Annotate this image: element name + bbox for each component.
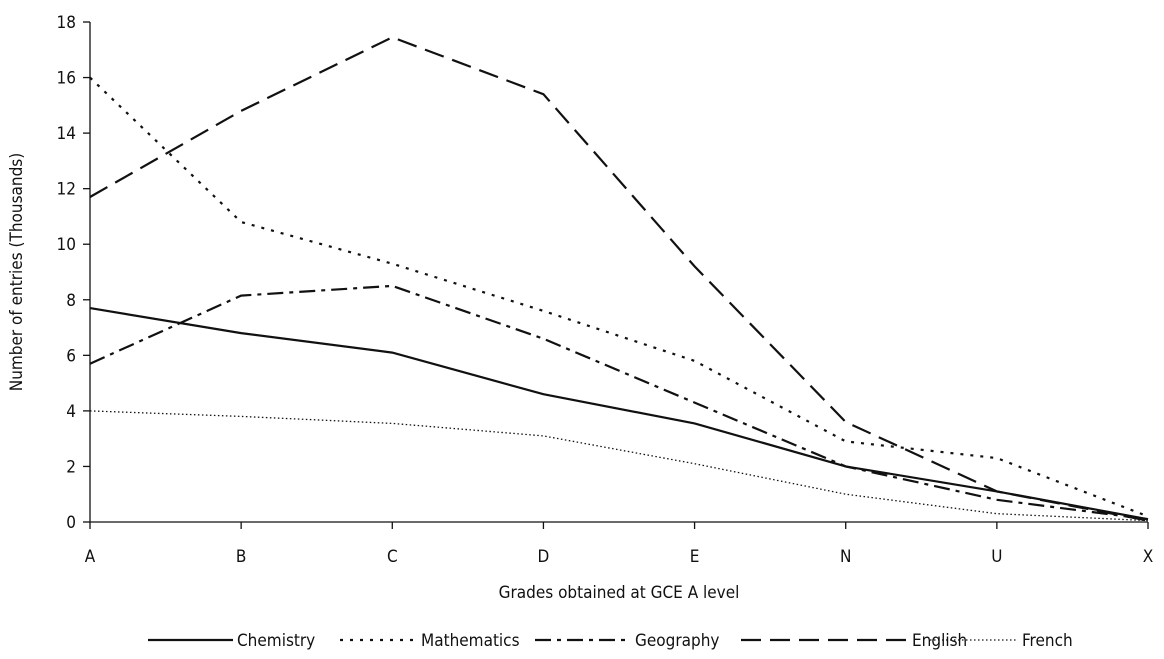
series-line-mathematics [89,76,1149,518]
y-tick-label: 16 [57,69,76,89]
y-tick-label: 12 [57,180,76,200]
x-tick-label: D [538,547,550,567]
y-axis-ticks: 0 2 4 6 8 10 12 14 16 18 [57,13,90,533]
y-tick-label: 0 [66,513,76,533]
legend-label-chemistry: Chemistry [237,631,315,651]
series-layer [89,36,1149,522]
legend-label-english: English [912,631,967,651]
x-tick-label: U [991,547,1002,567]
y-tick-label: 6 [66,346,76,366]
y-tick-label: 18 [57,13,76,33]
legend-label-geography: Geography [635,631,719,651]
y-axis-title: Number of entries (Thousands) [7,153,27,392]
legend-label-french: French [1022,631,1073,651]
y-tick-label: 10 [57,235,76,255]
y-tick-label: 8 [66,291,76,311]
x-tick-label: X [1143,547,1153,567]
series-line-english [89,36,1149,522]
x-axis-title: Grades obtained at GCE A level [499,583,740,603]
y-tick-label: 14 [57,124,76,144]
legend: Chemistry Mathematics Geography English Fren… [148,631,1073,651]
y-tick-label: 4 [66,402,76,422]
legend-label-mathematics: Mathematics [421,631,520,651]
x-tick-label: B [236,547,247,567]
x-tick-label: N [840,547,851,567]
series-line-geography [89,284,1149,521]
y-tick-label: 2 [66,457,76,477]
series-line-chemistry [89,307,1149,521]
x-tick-label: C [387,547,398,567]
x-tick-label: E [690,547,700,567]
x-tick-label: A [85,547,96,567]
series-line-french [89,410,1149,522]
